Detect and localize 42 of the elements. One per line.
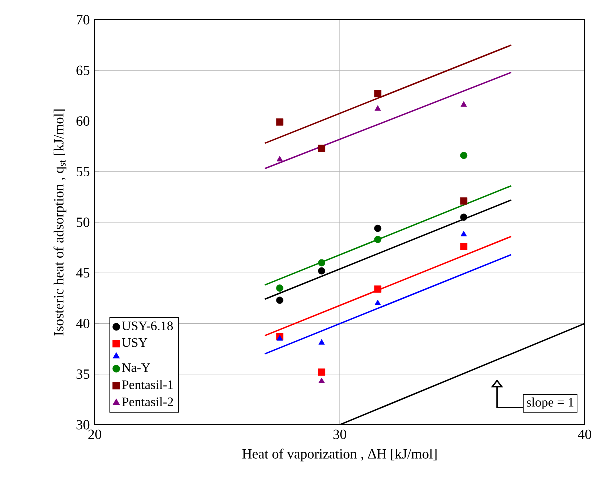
point [374,224,382,232]
point [374,286,382,293]
point [276,118,284,126]
y-tick-label: 45 [76,268,90,278]
point [318,268,326,275]
point [374,236,382,244]
y-tick-label: 30 [76,420,90,430]
y-tick-label: 40 [76,319,90,328]
point [460,198,468,205]
point [374,106,382,111]
point [318,368,326,376]
legend-label: Pentasil-1 [122,380,174,390]
y-tick-label: 70 [77,15,90,25]
point [374,300,382,306]
x-tick-label: 40 [578,430,591,440]
point [374,90,382,98]
point [460,101,468,107]
point [276,284,284,292]
y-tick-label: 55 [76,167,90,177]
point [276,296,284,304]
annotation: slope = 1 [527,398,574,410]
y-tick-label: 65 [76,66,90,76]
y-tick-label: 35 [76,370,90,380]
x-axis-title: Heat of vaporization , ΔH [kJ/mol] [242,448,437,462]
point [318,378,326,384]
point [460,152,468,160]
point [460,243,468,250]
x-tick-label: 30 [334,430,346,440]
point [318,144,326,152]
point [460,231,468,237]
point [460,214,468,222]
legend-label: USY [122,338,148,348]
point [318,259,326,267]
x-tick-label: 20 [88,430,102,440]
point [276,156,284,162]
legend-label: Pentasil-2 [122,397,174,406]
y-tick-label: 50 [76,218,90,228]
y-axis-title: Isosteric heat of adsorption , q$_{st}$ [kJ/mol] [54,110,67,336]
y-tick-label: 60 [76,116,90,126]
point [318,339,326,345]
legend-label: USY-6.18 [122,322,174,331]
legend-label: Na-Y [122,364,150,372]
